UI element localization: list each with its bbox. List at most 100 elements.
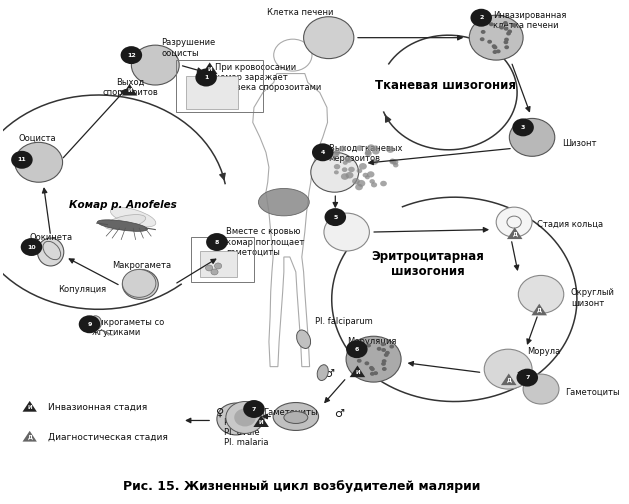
Text: И: И — [208, 67, 212, 72]
Circle shape — [373, 371, 378, 375]
Text: 8: 8 — [214, 239, 219, 244]
Ellipse shape — [496, 207, 532, 237]
Text: И: И — [355, 370, 360, 375]
Circle shape — [504, 45, 509, 49]
Circle shape — [334, 170, 339, 174]
Circle shape — [506, 32, 511, 35]
Circle shape — [206, 265, 213, 271]
Circle shape — [356, 145, 363, 151]
Ellipse shape — [131, 45, 179, 85]
Circle shape — [206, 233, 228, 251]
Circle shape — [504, 40, 508, 44]
Text: Pl. vivax
Pl. ovale
Pl. malaria: Pl. vivax Pl. ovale Pl. malaria — [224, 417, 269, 448]
Circle shape — [496, 49, 501, 53]
Text: И: И — [127, 88, 132, 93]
Circle shape — [493, 45, 498, 49]
Circle shape — [479, 21, 483, 25]
Circle shape — [346, 158, 352, 163]
Text: 5: 5 — [333, 215, 338, 220]
Text: 1: 1 — [204, 75, 208, 80]
Circle shape — [385, 351, 390, 355]
Circle shape — [358, 351, 363, 355]
Circle shape — [21, 238, 42, 256]
Text: Копуляция: Копуляция — [58, 285, 106, 294]
Circle shape — [334, 164, 340, 169]
Ellipse shape — [111, 207, 156, 227]
Ellipse shape — [484, 349, 532, 389]
Text: Pl. falciparum: Pl. falciparum — [315, 318, 373, 326]
Text: Д: Д — [27, 434, 32, 439]
Circle shape — [345, 172, 353, 178]
Circle shape — [381, 362, 386, 366]
Polygon shape — [501, 373, 516, 385]
Text: Морула: Морула — [527, 347, 560, 356]
Ellipse shape — [217, 403, 255, 435]
Text: Разрушение
ооцисты: Разрушение ооцисты — [161, 38, 216, 57]
Circle shape — [79, 316, 100, 333]
Circle shape — [11, 151, 33, 169]
Text: При кровососании
комар заражает
человека спорозоитами: При кровососании комар заражает человека… — [215, 62, 321, 92]
Text: И: И — [28, 405, 32, 410]
Text: Тканевая шизогония: Тканевая шизогония — [375, 79, 516, 92]
Circle shape — [357, 180, 365, 187]
Circle shape — [364, 361, 369, 365]
Circle shape — [508, 29, 512, 33]
Text: Клетка печени: Клетка печени — [267, 8, 333, 17]
Text: Д: Д — [512, 232, 517, 237]
Ellipse shape — [89, 316, 101, 330]
Circle shape — [389, 159, 395, 163]
Ellipse shape — [38, 238, 64, 266]
Circle shape — [369, 179, 375, 183]
Circle shape — [357, 168, 362, 173]
Ellipse shape — [311, 152, 359, 192]
Ellipse shape — [97, 220, 147, 231]
Ellipse shape — [259, 188, 309, 216]
Circle shape — [211, 269, 218, 275]
Circle shape — [380, 181, 387, 186]
Circle shape — [389, 345, 394, 349]
Circle shape — [371, 182, 377, 187]
Circle shape — [487, 40, 492, 44]
Circle shape — [339, 146, 347, 152]
Text: Ооциста: Ооциста — [19, 134, 56, 143]
Circle shape — [504, 27, 508, 31]
Polygon shape — [532, 304, 547, 316]
Circle shape — [393, 163, 398, 167]
Text: 4: 4 — [321, 150, 325, 155]
Text: ♂: ♂ — [324, 369, 334, 379]
Polygon shape — [350, 365, 365, 377]
Circle shape — [345, 157, 350, 162]
Ellipse shape — [14, 142, 62, 182]
Circle shape — [381, 342, 386, 346]
Circle shape — [392, 159, 398, 165]
Circle shape — [365, 150, 371, 155]
Circle shape — [499, 26, 504, 30]
Circle shape — [359, 163, 367, 170]
Ellipse shape — [317, 365, 328, 381]
Circle shape — [342, 167, 347, 172]
Text: 3: 3 — [521, 125, 525, 130]
Text: ♀: ♀ — [298, 334, 306, 344]
Text: Макрогамета: Макрогамета — [113, 262, 172, 271]
Circle shape — [196, 69, 217, 87]
Circle shape — [123, 270, 156, 297]
Text: Выход тканевых
мерозоитов: Выход тканевых мерозоитов — [329, 144, 402, 163]
Circle shape — [493, 50, 498, 54]
Ellipse shape — [509, 118, 555, 156]
Text: Инвазированная
клетка печени: Инвазированная клетка печени — [493, 11, 567, 30]
Text: 2: 2 — [479, 15, 484, 20]
Circle shape — [382, 367, 387, 371]
Text: Инвазионная стадия: Инвазионная стадия — [48, 403, 147, 412]
Ellipse shape — [43, 241, 60, 260]
Text: 7: 7 — [252, 407, 256, 411]
Text: Оокинета: Оокинета — [29, 232, 72, 241]
Ellipse shape — [523, 374, 559, 404]
Polygon shape — [202, 62, 218, 74]
Text: Комар p. Anofeles: Комар p. Anofeles — [69, 200, 176, 210]
Polygon shape — [23, 431, 37, 442]
Circle shape — [348, 167, 355, 172]
Text: Д: Д — [537, 308, 542, 313]
Circle shape — [489, 22, 494, 26]
Ellipse shape — [518, 275, 564, 313]
Ellipse shape — [105, 215, 146, 230]
